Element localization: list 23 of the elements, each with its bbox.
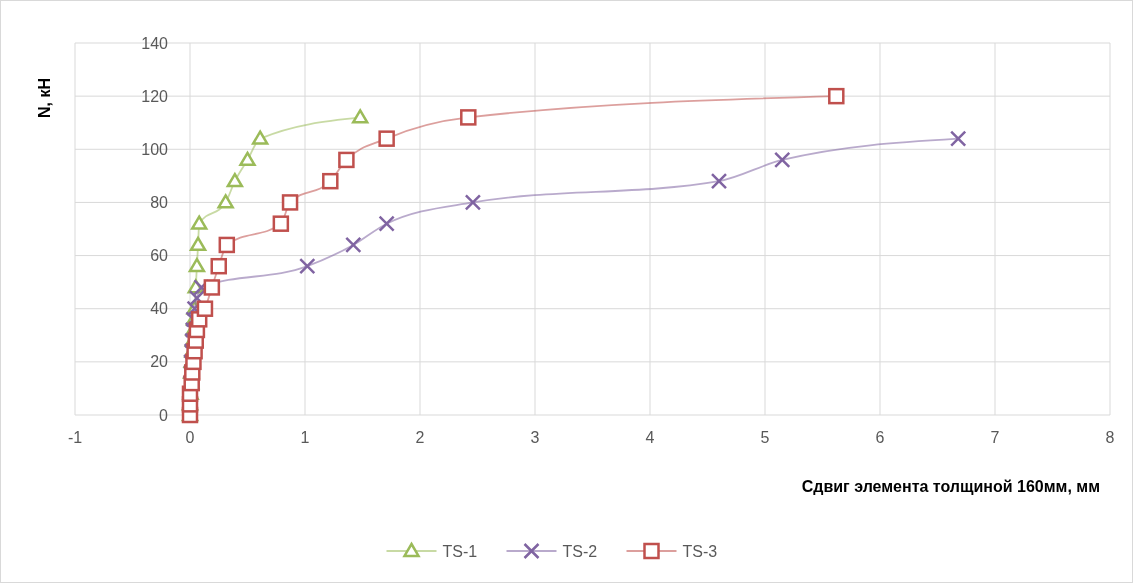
x-tick-label: 8 bbox=[1105, 429, 1115, 446]
y-tick-label: 120 bbox=[141, 87, 169, 105]
x-tick-label: 5 bbox=[760, 429, 770, 446]
y-tick-label: 0 bbox=[159, 406, 169, 424]
x-tick-label: 3 bbox=[530, 429, 540, 446]
legend-label: TS-2 bbox=[562, 542, 598, 560]
y-tick-label: 40 bbox=[150, 300, 169, 318]
y-tick-label: 140 bbox=[141, 34, 169, 52]
x-axis-title: Сдвиг элемента толщиной 160мм, мм bbox=[801, 478, 1100, 495]
x-tick-label: -1 bbox=[67, 429, 83, 446]
x-tick-label: 6 bbox=[875, 429, 885, 446]
y-tick-label: 20 bbox=[150, 353, 169, 371]
y-tick-label: 80 bbox=[150, 194, 169, 212]
y-tick-label: 100 bbox=[141, 140, 169, 158]
y-tick-label: 60 bbox=[150, 247, 169, 265]
x-tick-label: 2 bbox=[415, 429, 425, 446]
x-tick-label: 1 bbox=[300, 429, 310, 446]
y-axis-title: N, кН bbox=[36, 77, 53, 119]
legend-label: TS-3 bbox=[682, 542, 718, 560]
legend-label: TS-1 bbox=[442, 542, 478, 560]
x-tick-label: 0 bbox=[185, 429, 195, 446]
x-tick-label: 4 bbox=[645, 429, 655, 446]
x-tick-label: 7 bbox=[990, 429, 1000, 446]
